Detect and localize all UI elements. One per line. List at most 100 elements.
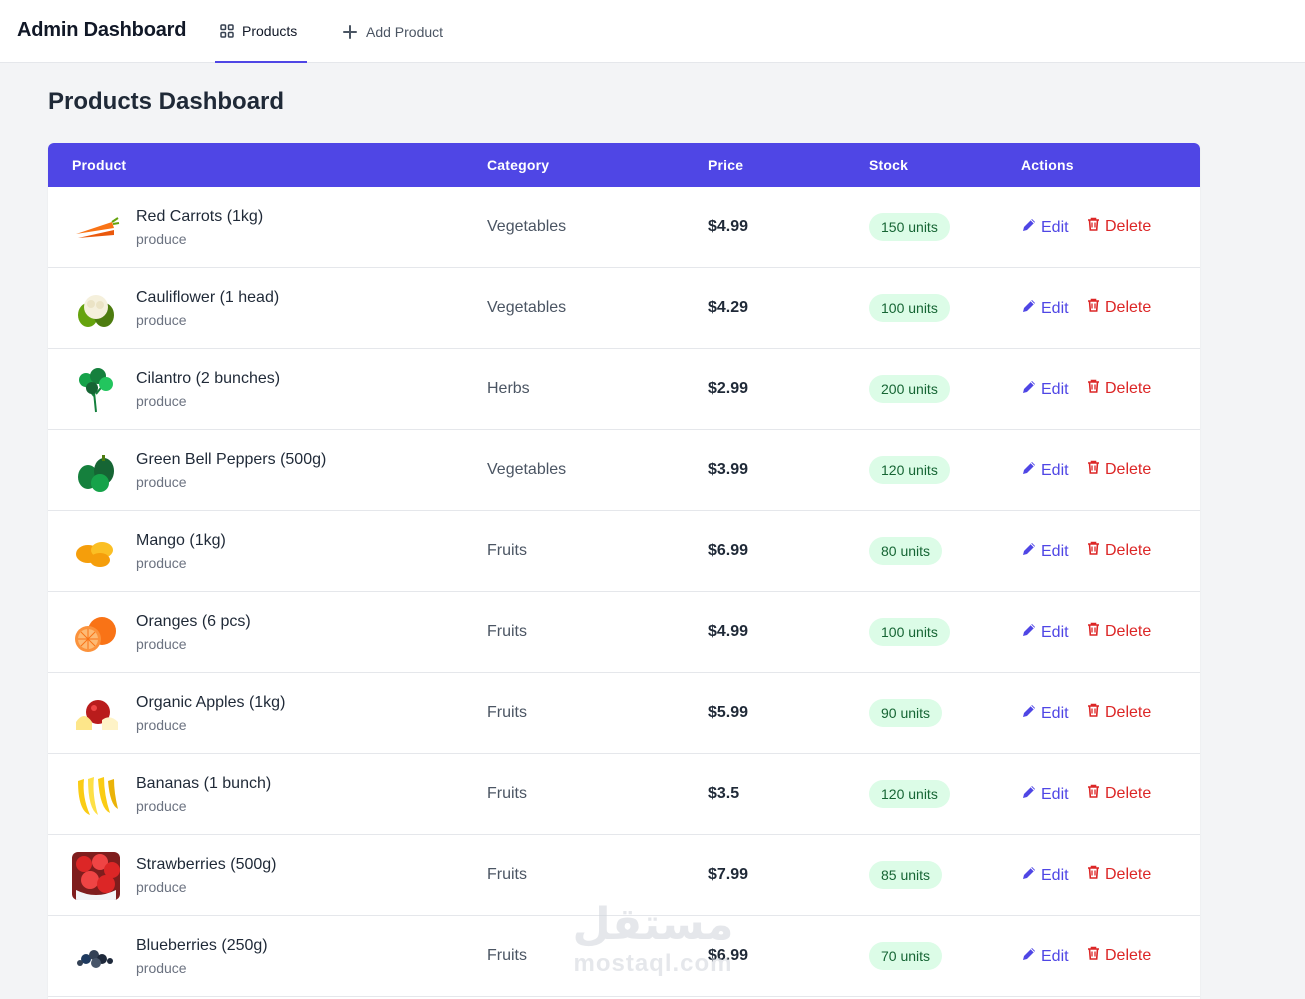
stock-badge: 100 units	[869, 294, 950, 322]
grid-icon	[220, 23, 234, 38]
product-subtitle: produce	[136, 798, 187, 814]
product-category: Vegetables	[487, 461, 567, 478]
product-image	[72, 933, 120, 981]
table-row: Mango (1kg) produce Fruits $6.99 80 units Edi…	[48, 511, 1200, 592]
product-category: Fruits	[487, 866, 527, 883]
trash-icon	[1087, 541, 1100, 560]
table-row: Cilantro (2 bunches) produce Herbs $2.99 200…	[48, 349, 1200, 430]
table-row: Bananas (1 bunch) produce Fruits $3.5 120 un…	[48, 754, 1200, 835]
stock-badge: 90 units	[869, 699, 943, 727]
stock-badge: 70 units	[869, 942, 943, 970]
delete-label: Delete	[1105, 541, 1152, 559]
product-name: Cilantro (2 bunches)	[136, 370, 281, 387]
delete-button[interactable]: Delete	[1087, 946, 1151, 965]
product-subtitle: produce	[136, 312, 187, 328]
edit-button[interactable]: Edit	[1021, 217, 1069, 238]
table-row: Oranges (6 pcs) produce Fruits $4.99 100 uni…	[48, 592, 1200, 673]
tab-add-product[interactable]: Add Product	[342, 0, 443, 63]
pencil-icon	[1021, 541, 1037, 562]
pencil-icon	[1021, 298, 1037, 319]
product-category: Fruits	[487, 542, 527, 559]
page-title: Products Dashboard	[48, 88, 285, 115]
edit-button[interactable]: Edit	[1021, 946, 1069, 967]
product-image	[72, 366, 120, 414]
trash-icon	[1087, 622, 1100, 641]
delete-button[interactable]: Delete	[1087, 622, 1151, 641]
stock-badge: 100 units	[869, 618, 950, 646]
edit-button[interactable]: Edit	[1021, 379, 1069, 400]
pencil-icon	[1021, 865, 1037, 886]
edit-label: Edit	[1041, 218, 1069, 236]
tab-products[interactable]: Products	[215, 0, 307, 63]
product-image	[72, 690, 120, 738]
delete-label: Delete	[1105, 460, 1152, 478]
edit-label: Edit	[1041, 461, 1069, 479]
edit-label: Edit	[1041, 299, 1069, 317]
product-price: $3.99	[708, 461, 749, 478]
edit-button[interactable]: Edit	[1021, 703, 1069, 724]
delete-label: Delete	[1105, 622, 1152, 640]
delete-button[interactable]: Delete	[1087, 865, 1151, 884]
trash-icon	[1087, 703, 1100, 722]
column-header-actions: Actions	[1021, 157, 1074, 173]
product-image	[72, 852, 120, 900]
stock-badge: 120 units	[869, 456, 950, 484]
product-price: $2.99	[708, 380, 749, 397]
product-price: $6.99	[708, 947, 749, 964]
delete-button[interactable]: Delete	[1087, 541, 1151, 560]
table-row: Green Bell Peppers (500g) produce Vegetabl…	[48, 430, 1200, 511]
pencil-icon	[1021, 379, 1037, 400]
delete-label: Delete	[1105, 946, 1152, 964]
delete-button[interactable]: Delete	[1087, 379, 1151, 398]
product-subtitle: produce	[136, 717, 187, 733]
product-image	[72, 528, 120, 576]
product-price: $4.29	[708, 299, 749, 316]
stock-badge: 150 units	[869, 213, 950, 241]
delete-label: Delete	[1105, 217, 1152, 235]
pencil-icon	[1021, 784, 1037, 805]
edit-button[interactable]: Edit	[1021, 622, 1069, 643]
delete-button[interactable]: Delete	[1087, 784, 1151, 803]
product-category: Fruits	[487, 947, 527, 964]
table-row: Organic Apples (1kg) produce Fruits $5.99 90…	[48, 673, 1200, 754]
delete-button[interactable]: Delete	[1087, 703, 1151, 722]
table-header: Product Category Price Stock Actions	[48, 143, 1200, 187]
edit-button[interactable]: Edit	[1021, 460, 1069, 481]
delete-label: Delete	[1105, 379, 1152, 397]
delete-button[interactable]: Delete	[1087, 460, 1151, 479]
stock-badge: 85 units	[869, 861, 943, 889]
product-subtitle: produce	[136, 231, 187, 247]
product-name: Mango (1kg)	[136, 532, 226, 549]
stock-badge: 120 units	[869, 780, 950, 808]
pencil-icon	[1021, 946, 1037, 967]
trash-icon	[1087, 217, 1100, 236]
product-name: Organic Apples (1kg)	[136, 694, 286, 711]
column-header-category: Category	[487, 157, 550, 173]
delete-button[interactable]: Delete	[1087, 298, 1151, 317]
product-name: Blueberries (250g)	[136, 937, 268, 954]
product-category: Herbs	[487, 380, 530, 397]
edit-button[interactable]: Edit	[1021, 298, 1069, 319]
delete-label: Delete	[1105, 298, 1152, 316]
product-price: $6.99	[708, 542, 749, 559]
product-name: Cauliflower (1 head)	[136, 289, 280, 306]
edit-button[interactable]: Edit	[1021, 784, 1069, 805]
product-name: Bananas (1 bunch)	[136, 775, 272, 792]
delete-button[interactable]: Delete	[1087, 217, 1151, 236]
product-image	[72, 447, 120, 495]
stock-badge: 80 units	[869, 537, 943, 565]
product-subtitle: produce	[136, 879, 187, 895]
column-header-product: Product	[72, 157, 127, 173]
product-price: $4.99	[708, 218, 749, 235]
product-subtitle: produce	[136, 960, 187, 976]
trash-icon	[1087, 460, 1100, 479]
tab-products-label: Products	[242, 22, 298, 39]
edit-button[interactable]: Edit	[1021, 541, 1069, 562]
product-name: Strawberries (500g)	[136, 856, 277, 873]
table-row: Cauliflower (1 head) produce Vegetables $4.…	[48, 268, 1200, 349]
top-nav-bar: Admin Dashboard Products Add Product	[0, 0, 1305, 63]
edit-button[interactable]: Edit	[1021, 865, 1069, 886]
stock-badge: 200 units	[869, 375, 950, 403]
product-category: Vegetables	[487, 218, 567, 235]
delete-label: Delete	[1105, 703, 1152, 721]
